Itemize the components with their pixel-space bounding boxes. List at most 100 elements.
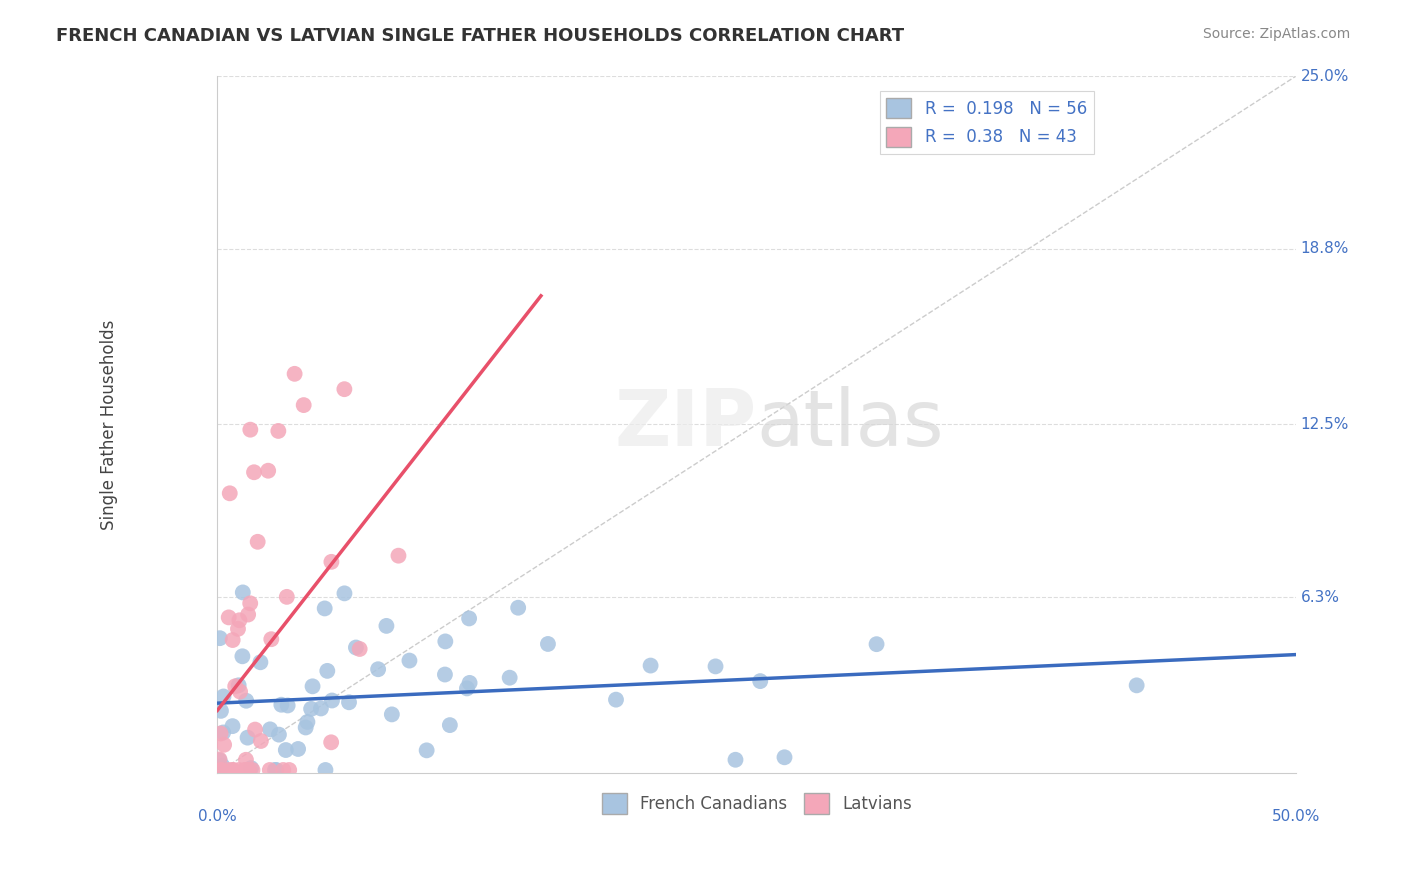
Text: 18.8%: 18.8% xyxy=(1301,242,1348,256)
Point xyxy=(222,763,245,777)
Point xyxy=(299,702,322,716)
Point xyxy=(508,600,530,615)
Point xyxy=(314,601,336,615)
Point xyxy=(415,743,437,757)
Point xyxy=(257,464,280,478)
Point xyxy=(456,681,478,696)
Point xyxy=(235,753,257,767)
Point xyxy=(274,743,297,757)
Point xyxy=(209,704,232,718)
Point xyxy=(226,622,249,636)
Point xyxy=(239,596,262,610)
Point xyxy=(250,734,273,748)
Point xyxy=(233,763,256,777)
Point xyxy=(434,634,457,648)
Point xyxy=(270,698,292,712)
Point xyxy=(221,763,243,777)
Text: 6.3%: 6.3% xyxy=(1301,590,1340,605)
Point xyxy=(218,610,240,624)
Point xyxy=(242,763,264,777)
Legend: French Canadians, Latvians: French Canadians, Latvians xyxy=(595,787,918,820)
Point xyxy=(439,718,461,732)
Point xyxy=(333,586,356,600)
Point xyxy=(301,679,323,693)
Point xyxy=(212,725,235,739)
Point xyxy=(381,707,404,722)
Point xyxy=(314,763,336,777)
Point xyxy=(228,613,250,627)
Point xyxy=(704,659,727,673)
Point xyxy=(537,637,560,651)
Point xyxy=(724,753,747,767)
Point xyxy=(749,674,772,689)
Point xyxy=(236,731,259,745)
Point xyxy=(228,678,250,692)
Text: Source: ZipAtlas.com: Source: ZipAtlas.com xyxy=(1202,27,1350,41)
Point xyxy=(239,423,262,437)
Point xyxy=(243,723,266,737)
Point xyxy=(236,607,259,622)
Text: FRENCH CANADIAN VS LATVIAN SINGLE FATHER HOUSEHOLDS CORRELATION CHART: FRENCH CANADIAN VS LATVIAN SINGLE FATHER… xyxy=(56,27,904,45)
Text: 25.0%: 25.0% xyxy=(1301,69,1348,84)
Point xyxy=(316,664,339,678)
Point xyxy=(264,763,287,777)
Point xyxy=(284,367,307,381)
Point xyxy=(458,676,481,690)
Point xyxy=(398,654,420,668)
Point xyxy=(246,534,269,549)
Point xyxy=(231,649,253,664)
Point xyxy=(235,763,257,777)
Point xyxy=(208,753,231,767)
Text: 12.5%: 12.5% xyxy=(1301,417,1348,432)
Point xyxy=(294,721,316,735)
Point xyxy=(865,637,887,651)
Point xyxy=(221,633,243,648)
Point xyxy=(208,631,231,645)
Point xyxy=(387,549,409,563)
Point xyxy=(605,692,627,706)
Point xyxy=(321,735,343,749)
Text: ZIP: ZIP xyxy=(614,386,756,462)
Point xyxy=(375,619,398,633)
Point xyxy=(218,486,240,500)
Point xyxy=(287,742,309,756)
Point xyxy=(224,679,246,693)
Point xyxy=(209,726,232,740)
Point xyxy=(259,763,281,777)
Point xyxy=(498,671,520,685)
Text: 0.0%: 0.0% xyxy=(198,809,236,824)
Point xyxy=(292,398,315,412)
Point xyxy=(333,382,356,396)
Point xyxy=(344,640,367,655)
Point xyxy=(260,632,283,647)
Point xyxy=(267,728,290,742)
Point xyxy=(267,424,290,438)
Point xyxy=(349,642,371,657)
Point xyxy=(367,662,389,676)
Point xyxy=(277,698,299,713)
Text: 50.0%: 50.0% xyxy=(1272,809,1320,824)
Point xyxy=(228,763,250,777)
Point xyxy=(209,763,232,777)
Point xyxy=(321,693,343,707)
Point xyxy=(1125,678,1147,692)
Point xyxy=(209,763,232,777)
Point xyxy=(229,684,252,698)
Point xyxy=(212,738,235,752)
Text: Single Father Households: Single Father Households xyxy=(100,319,118,530)
Point xyxy=(208,752,231,766)
Point xyxy=(773,750,796,764)
Point xyxy=(217,763,239,777)
Point xyxy=(276,590,298,604)
Point xyxy=(640,658,662,673)
Point xyxy=(266,763,288,777)
Point xyxy=(243,465,266,479)
Point xyxy=(221,719,243,733)
Point xyxy=(212,690,235,704)
Point xyxy=(309,701,332,715)
Point xyxy=(297,714,319,729)
Point xyxy=(271,763,294,777)
Point xyxy=(458,611,481,625)
Point xyxy=(259,723,281,737)
Point xyxy=(433,667,456,681)
